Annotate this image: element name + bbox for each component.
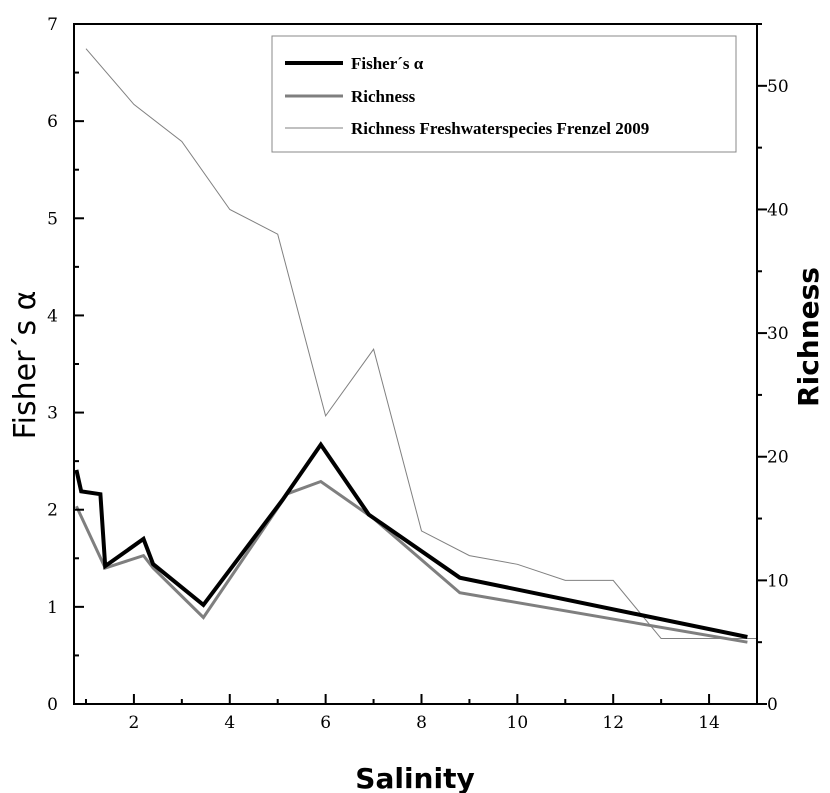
- right-tick-label: 30: [767, 324, 789, 344]
- legend-box: [271, 35, 737, 153]
- right-tick-label: 10: [767, 571, 789, 591]
- x-tick-label: 2: [128, 713, 139, 733]
- x-tick-label: 6: [320, 713, 331, 733]
- x-axis-ticks: 2 4 6 8 10 12 14: [84, 694, 758, 733]
- left-axis-title: Fisher´s α: [8, 291, 43, 440]
- left-tick-label: 5: [47, 209, 58, 229]
- left-tick-label: 3: [47, 404, 58, 424]
- left-tick-label: 6: [47, 112, 58, 132]
- left-axis-ticks: 0 1 2 3 4 5 6 7: [47, 15, 84, 715]
- legend-label-fisher: Fisher´s α: [351, 54, 424, 73]
- series-line-fisher-alpha: [74, 441, 748, 639]
- series-line-richness: [75, 479, 748, 644]
- right-tick-label: 0: [767, 695, 778, 715]
- legend: Fisher´s α Richness Richness Freshwaters…: [271, 35, 737, 153]
- x-tick-label: 4: [224, 713, 235, 733]
- right-tick-label: 20: [767, 448, 789, 468]
- legend-label-richness: Richness: [351, 87, 416, 106]
- x-tick-label: 14: [698, 713, 720, 733]
- left-tick-label: 4: [47, 306, 58, 326]
- x-tick-label: 8: [416, 713, 427, 733]
- right-axis-ticks: 0 10 20 30 40 50: [757, 23, 789, 715]
- right-axis-title: Richness: [792, 267, 825, 407]
- series-layer: [74, 48, 757, 644]
- right-tick-label: 40: [767, 200, 789, 220]
- x-axis-title: Salinity: [355, 762, 474, 793]
- left-tick-label: 2: [47, 501, 58, 521]
- series-line-richness-frenzel-2009: [85, 48, 757, 639]
- x-tick-label: 12: [602, 713, 624, 733]
- legend-label-frenzel: Richness Freshwaterspecies Frenzel 2009: [351, 119, 649, 138]
- left-tick-label: 7: [47, 15, 58, 35]
- x-tick-label: 10: [507, 713, 529, 733]
- left-tick-label: 1: [47, 598, 58, 618]
- left-tick-label: 0: [47, 695, 58, 715]
- right-tick-label: 50: [767, 77, 789, 97]
